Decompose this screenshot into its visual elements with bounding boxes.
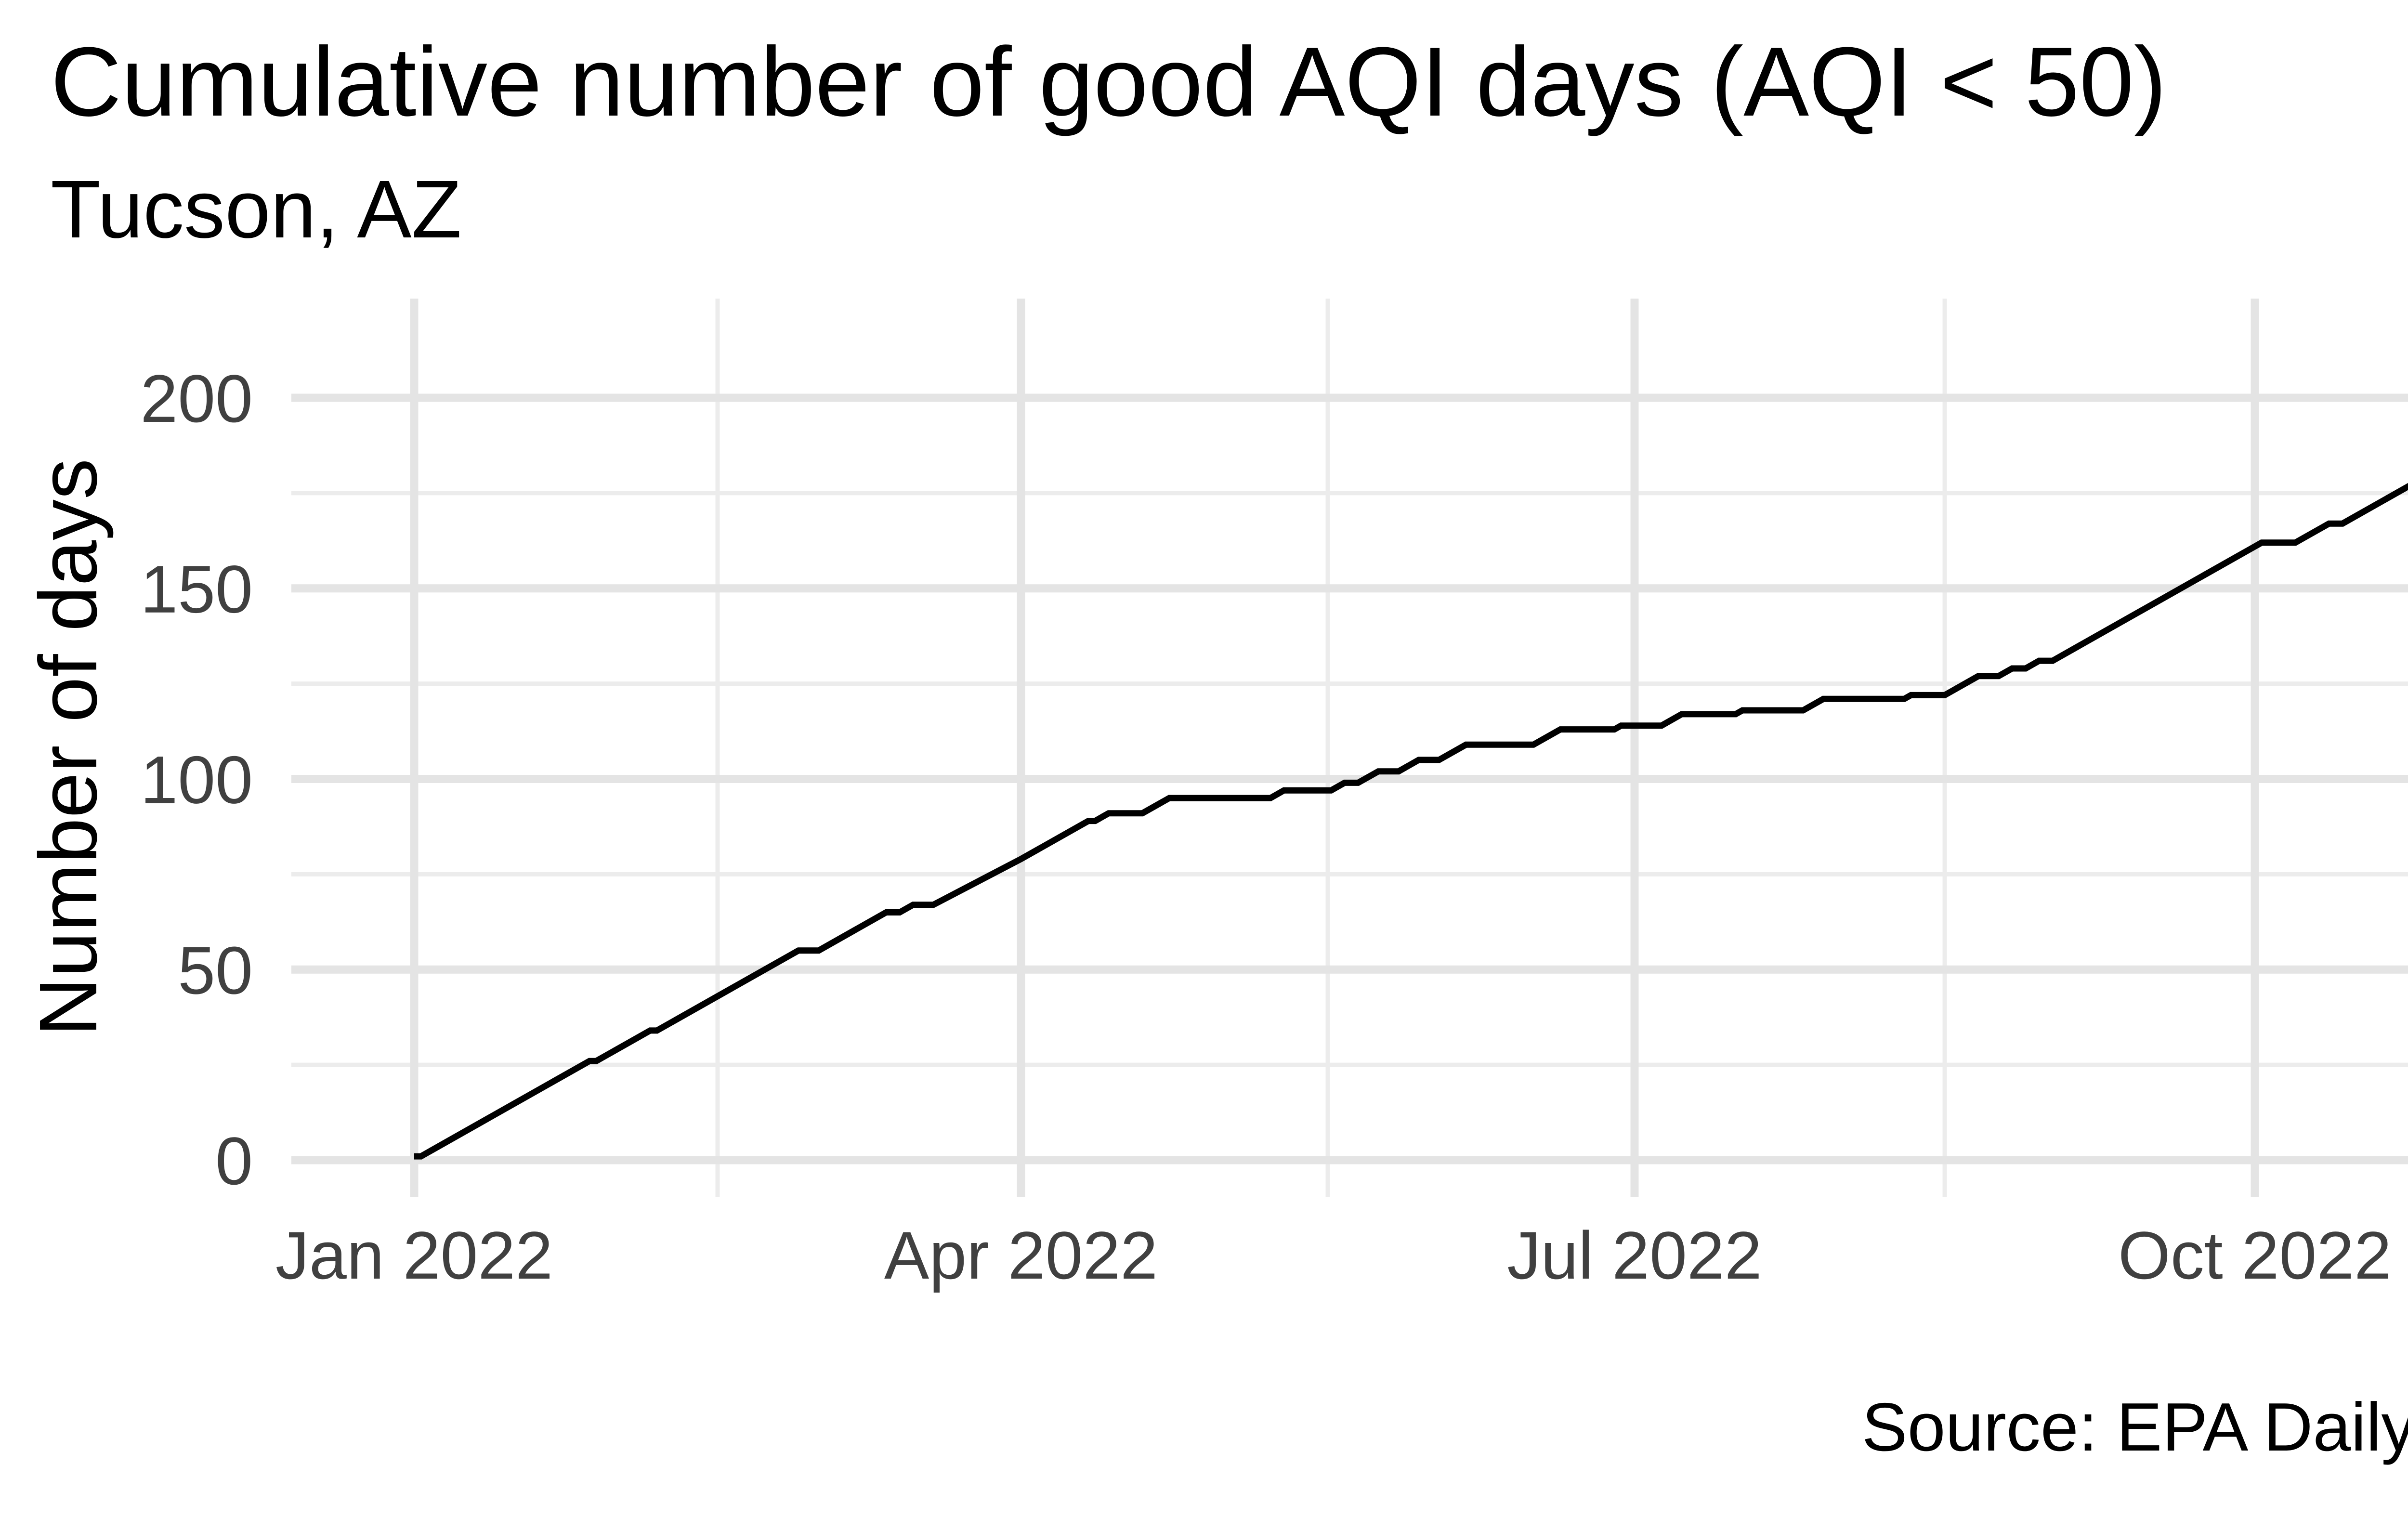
y-tick-label: 200 [140,361,253,436]
series-line [414,483,2408,1160]
x-tick-label: Apr 2022 [884,1217,1158,1293]
x-tick-label: Jul 2022 [1507,1217,1762,1293]
x-tick-label: Jan 2022 [275,1217,553,1293]
y-axis-labels: 0 50 100 150 200 [140,361,253,1199]
chart-title: Cumulative number of good AQI days (AQI … [51,27,2167,137]
chart-subtitle: Tucson, AZ [51,164,462,255]
y-axis-title: Number of days [23,458,114,1036]
x-tick-label: Oct 2022 [2118,1217,2392,1293]
gridlines-major [291,299,2408,1197]
gridlines-minor [291,299,2408,1197]
y-tick-label: 50 [178,932,253,1008]
y-tick-label: 0 [215,1123,253,1199]
y-tick-label: 150 [140,551,253,627]
chart-caption: Source: EPA Daily Air Quality Tracker [1862,1389,2408,1465]
y-tick-label: 100 [140,742,253,818]
